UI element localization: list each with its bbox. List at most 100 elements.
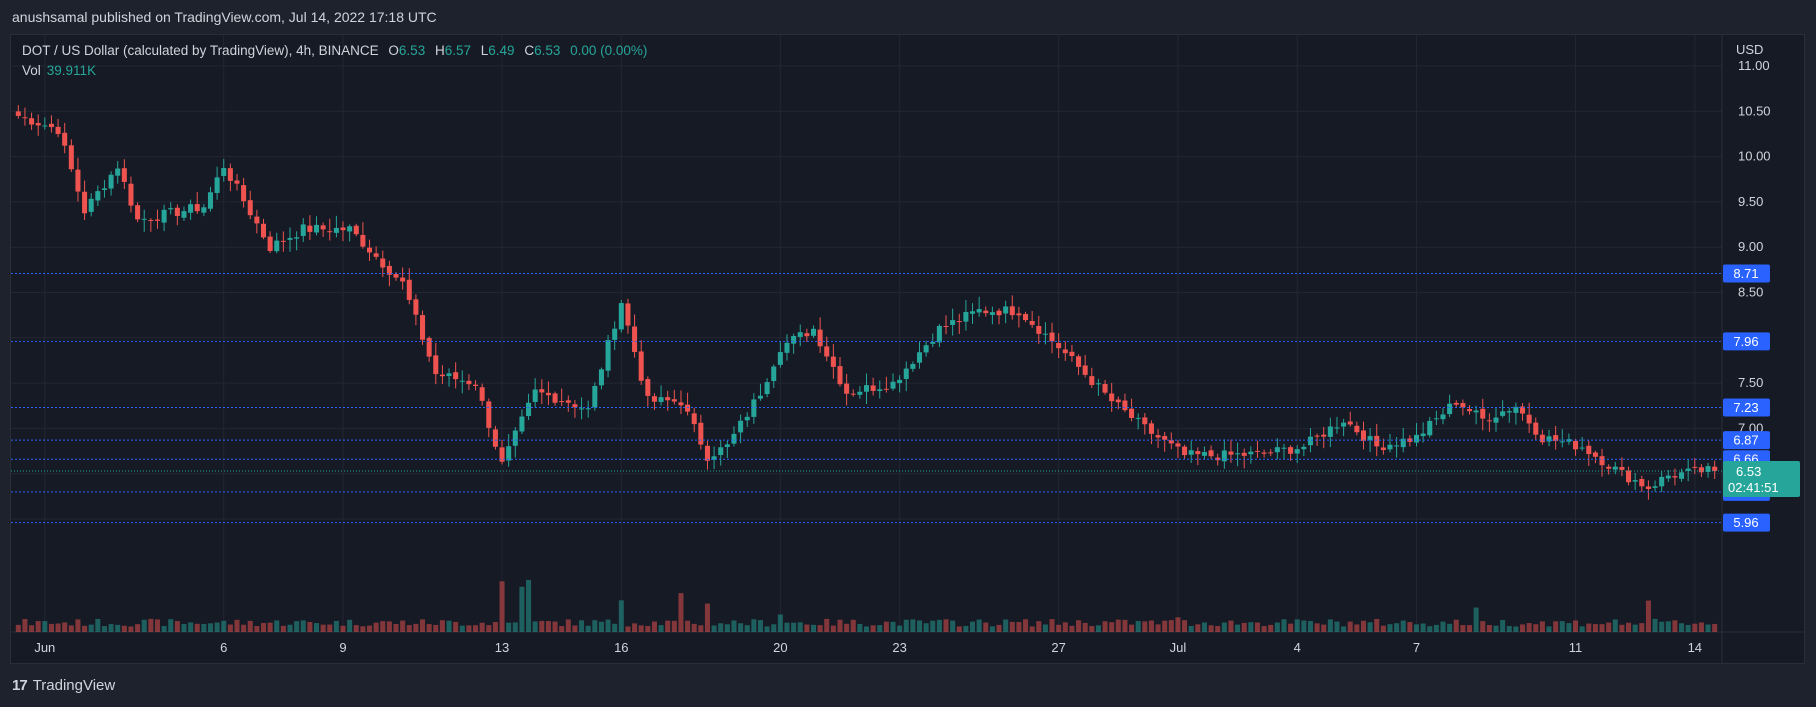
candle-body (665, 397, 671, 401)
volume-bar (35, 621, 41, 632)
candle-body (1586, 445, 1592, 455)
volume-bar (280, 625, 286, 632)
candle-body (366, 247, 373, 253)
chart-frame[interactable] (10, 34, 1805, 664)
candle-body (671, 399, 677, 402)
volume-bar (903, 619, 909, 632)
candle-body (731, 433, 737, 444)
candle-body (1533, 422, 1539, 435)
volume-bar (1374, 618, 1380, 632)
candle-body (718, 447, 724, 456)
y-tick-label: 11.00 (1738, 58, 1770, 73)
candle-body (1420, 433, 1426, 437)
volume-bar (68, 625, 74, 632)
candle-body (1473, 410, 1479, 413)
volume-bar (174, 621, 180, 632)
volume-bar (1526, 623, 1532, 632)
candle-body (1705, 466, 1711, 472)
candle-body (645, 379, 651, 396)
volume-bar (539, 620, 545, 632)
volume-bar (340, 625, 346, 632)
level-badge (1723, 398, 1770, 417)
volume-bar (313, 623, 320, 632)
candle-body (1427, 420, 1433, 436)
candle-body (903, 368, 909, 379)
volume-bar (1036, 621, 1042, 632)
candle-body (380, 258, 386, 268)
volume-bar (1440, 621, 1446, 632)
volume-bar (1506, 626, 1512, 632)
volume-bar (88, 624, 94, 632)
x-tick-label: 7 (1413, 640, 1420, 655)
candle-body (1685, 468, 1691, 471)
candle-body (101, 188, 107, 190)
volume-bar (777, 614, 783, 632)
volume-bar (1619, 624, 1625, 632)
y-tick-label: 9.50 (1738, 194, 1763, 209)
candle-body (1314, 435, 1320, 437)
candle-body (1182, 446, 1188, 456)
candle-body (1526, 414, 1532, 424)
volume-bar (1659, 621, 1665, 632)
candle-body (174, 207, 180, 216)
candle-body (1082, 365, 1088, 375)
volume-bar (479, 622, 485, 632)
volume-bar (1407, 622, 1413, 632)
candle-body (48, 123, 54, 128)
brand-name[interactable]: TradingView (32, 677, 116, 694)
candle-body (1254, 450, 1260, 452)
volume-bar (1162, 620, 1168, 632)
volume-bar (1533, 624, 1539, 632)
volume-bar (1334, 621, 1340, 632)
volume-bar (844, 623, 850, 632)
x-tick-label: 23 (892, 640, 906, 655)
volume-label: Vol (22, 63, 41, 78)
candle-body (817, 329, 823, 347)
candle-body (95, 191, 101, 201)
candle-body (1148, 423, 1154, 434)
y-tick-label: 8.50 (1738, 285, 1763, 300)
volume-bar (1705, 624, 1711, 632)
volume-bar (989, 626, 995, 632)
candle-body (347, 226, 353, 232)
volume-bar (930, 620, 936, 632)
level-label: 7.23 (1733, 400, 1758, 415)
volume-bar (247, 620, 253, 632)
candle-body (983, 310, 989, 314)
candle-body (1162, 436, 1168, 440)
volume-bar (188, 622, 194, 632)
volume-bar (55, 623, 61, 632)
candle-body (499, 447, 505, 462)
candle-body (1513, 406, 1519, 413)
volume-bar (1023, 619, 1029, 632)
volume-value: 39.911K (46, 63, 97, 78)
volume-bar (1241, 622, 1247, 632)
candle-body (121, 168, 127, 182)
volume-bar (512, 622, 518, 632)
volume-bar (459, 625, 465, 632)
candle-body (1036, 326, 1042, 334)
candle-body (1592, 452, 1598, 457)
x-tick-label: 16 (614, 640, 628, 655)
tradingview-logo-icon[interactable]: 17 (12, 677, 28, 694)
candle-body (327, 231, 333, 233)
candle-body (1698, 467, 1704, 473)
open-label: O (388, 43, 399, 58)
volume-bar (704, 603, 710, 632)
volume-bar (1115, 619, 1121, 632)
volume-bar (1148, 620, 1154, 632)
volume-bar (1056, 624, 1062, 632)
volume-bar (1301, 620, 1307, 632)
volume-bar (1685, 624, 1691, 632)
volume-bar (1387, 624, 1393, 632)
volume-bar (366, 625, 373, 632)
candle-body (1135, 417, 1141, 419)
candle-body (1433, 418, 1439, 420)
close-label: C (524, 43, 535, 58)
y-tick-label: 10.00 (1738, 149, 1771, 164)
volume-bar (1639, 623, 1645, 632)
volume-bar (413, 623, 419, 632)
candle-body (1334, 427, 1340, 429)
volume-bar (1626, 622, 1632, 632)
